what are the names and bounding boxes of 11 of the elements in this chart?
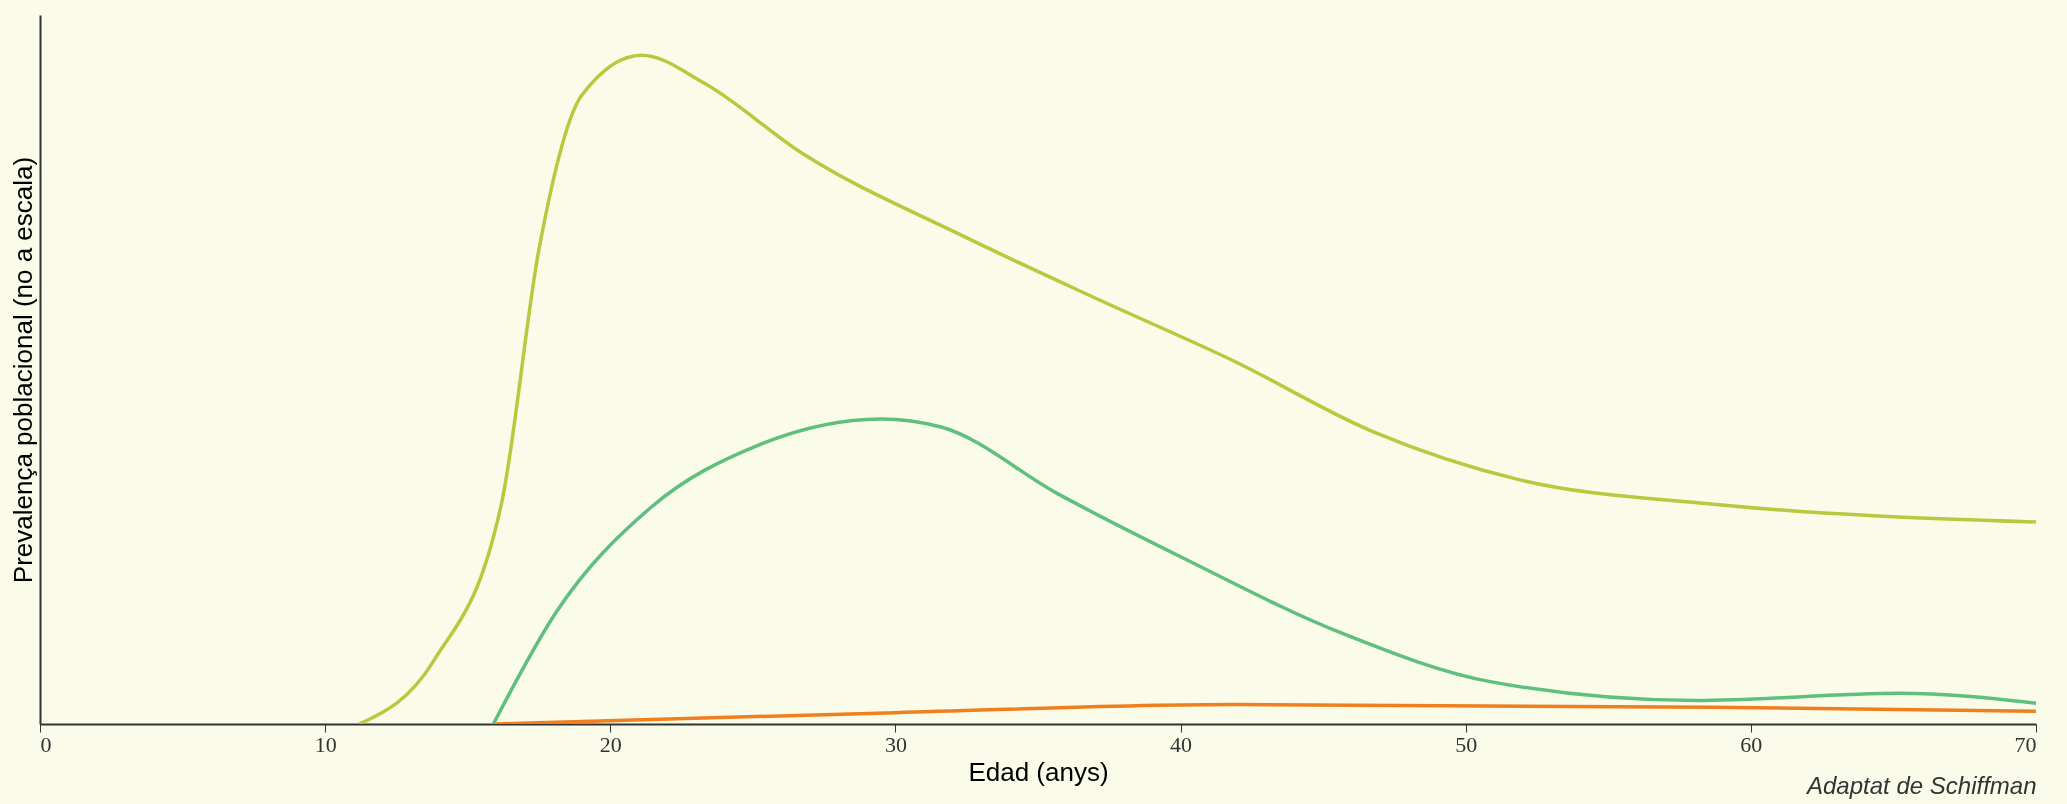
x-tick-label: 70 xyxy=(2014,731,2037,757)
text: Adaptat de Schiffman xyxy=(1805,772,2037,799)
x-axis-title: Edad (anys) xyxy=(968,756,1109,787)
x-tick-label: 40 xyxy=(1170,731,1193,757)
x-tick-label: 20 xyxy=(599,731,622,757)
x-tick-label: 30 xyxy=(884,731,907,757)
x-tick-label: 50 xyxy=(1455,731,1478,757)
y-axis-title: Prevalença poblacional (no a escala) xyxy=(7,156,38,584)
x-tick-label: 60 xyxy=(1740,731,1763,757)
x-tick-label: 10 xyxy=(314,731,337,757)
x-tick-label: 0 xyxy=(40,731,52,757)
